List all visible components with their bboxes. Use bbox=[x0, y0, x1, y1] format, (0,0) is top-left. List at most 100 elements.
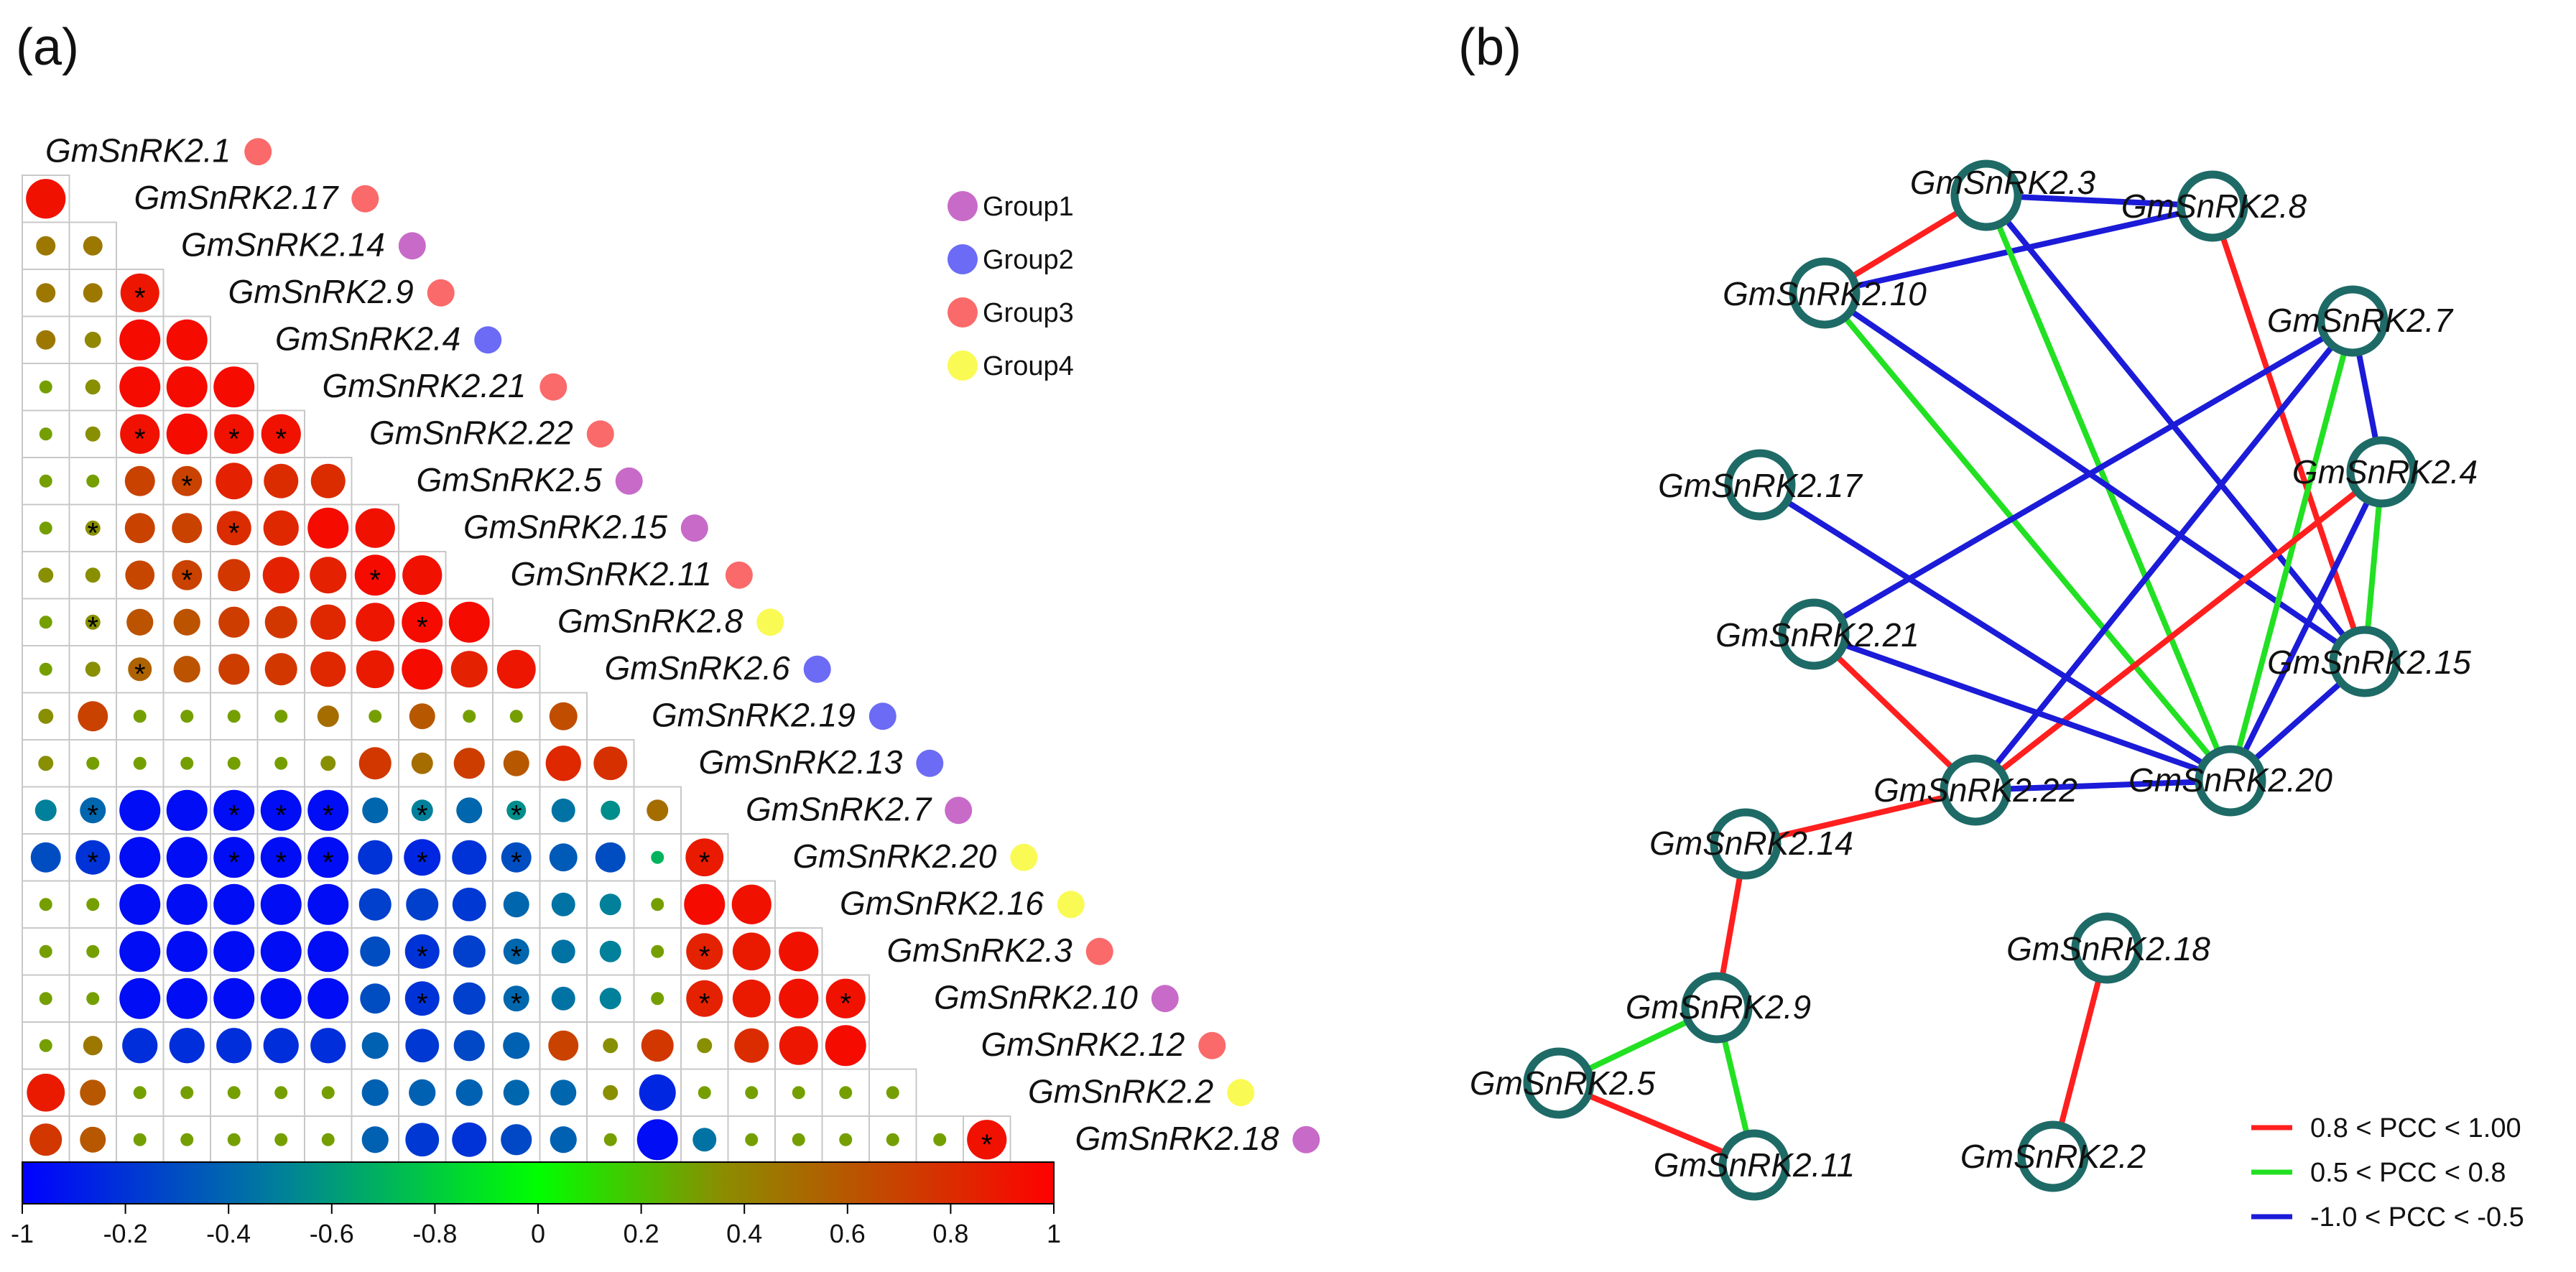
network-node-label: GmSnRK2.18 bbox=[2006, 930, 2210, 967]
correlation-circle bbox=[321, 1086, 335, 1100]
correlation-circle bbox=[216, 463, 253, 500]
correlation-circle bbox=[260, 978, 302, 1019]
correlation-circle bbox=[651, 898, 664, 911]
correlation-circle bbox=[745, 1086, 759, 1100]
correlation-circle bbox=[411, 799, 433, 822]
correlation-circle bbox=[697, 1038, 713, 1054]
correlation-circle bbox=[307, 789, 349, 831]
correlation-circle bbox=[307, 978, 349, 1019]
network-edge bbox=[2228, 470, 2385, 782]
significance-star: * bbox=[323, 847, 334, 878]
gene-label: GmSnRK2.9 bbox=[228, 273, 414, 310]
correlation-circle bbox=[356, 603, 395, 642]
correlation-circle bbox=[213, 789, 255, 831]
correlation-circle bbox=[119, 931, 161, 972]
correlation-circle bbox=[260, 789, 302, 831]
correlation-circle bbox=[128, 657, 152, 682]
correlation-circle bbox=[453, 982, 486, 1015]
network-nodes: GmSnRK2.3 GmSnRK2.8 GmSnRK2.10 GmSnRK2.7 GmS… bbox=[1470, 159, 2478, 1201]
colorbar-tick-label: -0.4 bbox=[206, 1219, 251, 1248]
correlation-circle bbox=[166, 978, 208, 1019]
correlation-circle bbox=[119, 837, 161, 878]
correlation-circle bbox=[448, 601, 490, 643]
correlation-circle bbox=[173, 608, 200, 636]
significance-star: * bbox=[181, 470, 193, 502]
correlation-circle bbox=[166, 319, 208, 361]
correlation-circle bbox=[119, 883, 161, 925]
network-node bbox=[2017, 1120, 2089, 1192]
correlation-circle bbox=[39, 662, 52, 676]
network-node-label: GmSnRK2.11 bbox=[1654, 1146, 1855, 1184]
significance-star: * bbox=[511, 941, 522, 972]
correlation-circle bbox=[839, 1086, 853, 1100]
correlation-circle bbox=[84, 331, 101, 348]
gene-labels: GmSnRK2.1 GmSnRK2.17 GmSnRK2.14 GmSnRK2.9 Gm… bbox=[45, 131, 1320, 1157]
correlation-circle bbox=[166, 931, 208, 972]
correlation-circle bbox=[550, 1126, 577, 1153]
correlation-circle bbox=[409, 1079, 436, 1106]
correlation-circle bbox=[85, 567, 101, 583]
correlation-circle bbox=[39, 1039, 52, 1052]
group-legend-label: Group4 bbox=[983, 351, 1074, 381]
colorbar-tick-label: -1 bbox=[11, 1219, 34, 1248]
correlation-circle bbox=[452, 840, 487, 875]
group-dot bbox=[427, 279, 455, 307]
correlation-circle bbox=[361, 1079, 389, 1106]
correlation-circle bbox=[496, 649, 536, 689]
significance-star: * bbox=[181, 565, 193, 596]
gene-label: GmSnRK2.12 bbox=[981, 1026, 1185, 1063]
correlation-circle bbox=[75, 840, 111, 875]
correlation-circle bbox=[86, 756, 100, 770]
group-dot bbox=[1292, 1125, 1320, 1153]
correlation-circle bbox=[36, 283, 56, 303]
correlation-circle bbox=[85, 426, 101, 442]
correlation-circle bbox=[34, 799, 57, 822]
group-dot bbox=[539, 373, 567, 401]
significance-star: * bbox=[134, 423, 146, 455]
network-edge bbox=[1822, 290, 2367, 664]
correlation-circle bbox=[362, 797, 389, 824]
correlation-circle bbox=[216, 1028, 252, 1064]
correlation-circle bbox=[80, 1126, 106, 1153]
correlation-circle bbox=[27, 1073, 65, 1112]
correlation-circle bbox=[463, 710, 476, 723]
correlation-circle bbox=[732, 932, 771, 971]
network-node bbox=[2177, 170, 2248, 242]
network-edge bbox=[2228, 320, 2355, 782]
group-dot bbox=[945, 797, 973, 825]
correlation-circle bbox=[310, 651, 346, 687]
matrix-cell bbox=[68, 974, 117, 1023]
significance-star: * bbox=[417, 611, 428, 643]
significance-star: * bbox=[87, 799, 98, 831]
correlation-circle bbox=[358, 888, 392, 921]
group-dot bbox=[398, 232, 426, 260]
correlation-circle bbox=[227, 756, 241, 770]
correlation-circle bbox=[692, 1128, 717, 1152]
significance-star: * bbox=[840, 988, 851, 1019]
correlation-circle bbox=[119, 366, 161, 408]
network-legend-label: 0.5 < PCC < 0.8 bbox=[2310, 1158, 2506, 1188]
group-dot bbox=[803, 655, 831, 683]
gene-label: GmSnRK2.21 bbox=[323, 367, 527, 404]
colorbar-tick-label: -0.2 bbox=[103, 1219, 148, 1248]
correlation-circle bbox=[599, 988, 621, 1010]
gene-label: GmSnRK2.22 bbox=[369, 414, 573, 451]
significance-star: * bbox=[511, 988, 522, 1019]
correlation-circle bbox=[227, 1086, 241, 1100]
correlation-circle bbox=[261, 414, 301, 454]
correlation-circle bbox=[83, 283, 103, 303]
colorbar-tick-label: 0.4 bbox=[726, 1219, 762, 1248]
correlation-circle bbox=[80, 797, 106, 824]
network-node-label: GmSnRK2.9 bbox=[1626, 988, 1811, 1026]
correlation-circle bbox=[310, 1028, 346, 1064]
correlation-circle bbox=[549, 843, 578, 872]
correlation-circle bbox=[166, 366, 208, 408]
network-node-label: GmSnRK2.5 bbox=[1470, 1064, 1656, 1102]
correlation-circle bbox=[86, 474, 100, 488]
significance-star: * bbox=[87, 847, 98, 878]
correlation-circle bbox=[503, 985, 529, 1012]
group-legend-label: Group1 bbox=[983, 192, 1074, 222]
network-node bbox=[1950, 159, 2022, 231]
correlation-circle bbox=[274, 756, 288, 770]
group-dot bbox=[1227, 1079, 1255, 1107]
